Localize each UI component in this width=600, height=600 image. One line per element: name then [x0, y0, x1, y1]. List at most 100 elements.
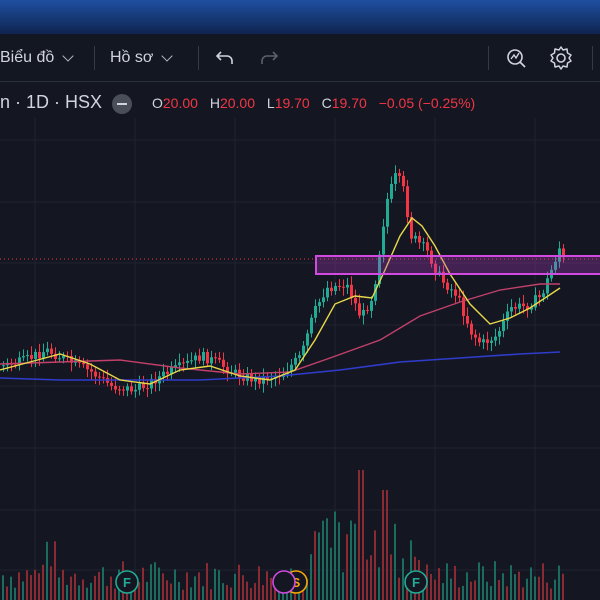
volume-bar [310, 554, 312, 600]
volume-bar [546, 582, 548, 600]
volume-bar [98, 571, 100, 600]
settings-button[interactable] [548, 34, 574, 82]
volume-bar [558, 565, 560, 600]
candle-body [126, 386, 129, 391]
candle-body [302, 345, 305, 356]
candle-body [314, 305, 317, 318]
volume-bar [490, 586, 492, 600]
candle-body [318, 302, 321, 306]
candle-body [554, 261, 557, 270]
window-top-strip [0, 0, 600, 34]
candle-body [354, 297, 357, 304]
volume-bar [410, 540, 412, 600]
volume-bar [110, 576, 112, 600]
volume-bar [394, 523, 396, 600]
high-key: H [209, 95, 220, 111]
volume-bar [174, 569, 176, 600]
volume-bar [466, 572, 468, 600]
volume-bar [22, 581, 24, 600]
candle-body [358, 303, 361, 316]
candle-body [94, 371, 97, 377]
indicator-icon [507, 49, 526, 68]
candle-body [398, 173, 401, 176]
candle-body [402, 175, 405, 187]
undo-button[interactable] [214, 34, 236, 82]
volume-bar [442, 583, 444, 600]
profile-menu-button[interactable]: Hồ sơ [110, 34, 174, 82]
candle-body [294, 357, 297, 365]
volume-bar [502, 573, 504, 600]
volume-bar [146, 581, 148, 600]
candle-body [422, 242, 425, 244]
volume-bar [250, 588, 252, 600]
volume-bar [334, 511, 336, 600]
candle-body [226, 366, 229, 374]
candle-body [182, 362, 185, 364]
indicator-button[interactable] [504, 34, 528, 82]
toolbar-divider [198, 46, 199, 70]
volume-bar [330, 547, 332, 600]
volume-bar [278, 589, 280, 600]
volume-bar [486, 581, 488, 600]
candle-body [446, 282, 449, 290]
volume-bar [530, 567, 532, 600]
candle-body [142, 383, 145, 389]
toolbar-divider [488, 46, 489, 70]
chart-legend: n · 1D · HSX O20.00 H20.00 L19.70 C19.70… [0, 90, 600, 118]
volume-bar [470, 581, 472, 600]
volume-bar [158, 567, 160, 600]
candle-body [526, 306, 529, 310]
undo-icon [215, 51, 233, 64]
chart-toolbar: Biểu đồ Hồ sơ [0, 34, 600, 82]
volume-bar [298, 587, 300, 600]
candle-body [366, 309, 369, 311]
volume-bar [114, 588, 116, 600]
candle-body [202, 351, 205, 361]
candle-body [254, 377, 257, 382]
candle-body [26, 355, 29, 357]
volume-bar [226, 584, 228, 600]
volume-bar [58, 577, 60, 600]
volume-bar [138, 582, 140, 600]
candle-body [514, 307, 517, 309]
candle-body [506, 311, 509, 321]
symbol-label[interactable]: n · 1D · HSX [0, 92, 103, 112]
event-marker-letter: F [123, 575, 131, 590]
volume-bar [518, 571, 520, 600]
profile-menu-label: Hồ sơ [110, 49, 154, 66]
candle-body [430, 250, 433, 264]
candle-body [58, 358, 61, 360]
chart-menu-label: Biểu đồ [0, 49, 55, 66]
volume-bar [522, 587, 524, 600]
candle-body [350, 284, 353, 298]
candle-body [222, 359, 225, 367]
volume-bar [326, 518, 328, 600]
volume-bar [218, 570, 220, 600]
candle-body [334, 286, 337, 292]
candle-body [262, 376, 265, 384]
volume-bar [50, 566, 52, 600]
volume-bar [70, 576, 72, 600]
volume-bar [106, 585, 108, 600]
candle-body [434, 263, 437, 273]
volume-bar [370, 555, 372, 600]
candle-body [50, 348, 53, 354]
collapse-legend-button[interactable] [112, 94, 132, 114]
close-value: 19.70 [331, 95, 367, 111]
volume-bar [154, 562, 156, 600]
candle-body [486, 339, 489, 343]
volume-bar [238, 564, 240, 600]
chart-menu-button[interactable]: Biểu đồ [0, 34, 74, 82]
candle-body [162, 371, 165, 377]
volume-bar [562, 573, 564, 600]
candle-body [54, 353, 57, 359]
volume-bar [302, 583, 304, 600]
low-key: L [266, 95, 275, 111]
candle-body [34, 351, 37, 359]
redo-button[interactable] [258, 34, 280, 82]
candle-body [470, 323, 473, 335]
volume-bar [246, 581, 248, 600]
candle-body [346, 284, 349, 288]
event-marker-partial [272, 570, 296, 594]
